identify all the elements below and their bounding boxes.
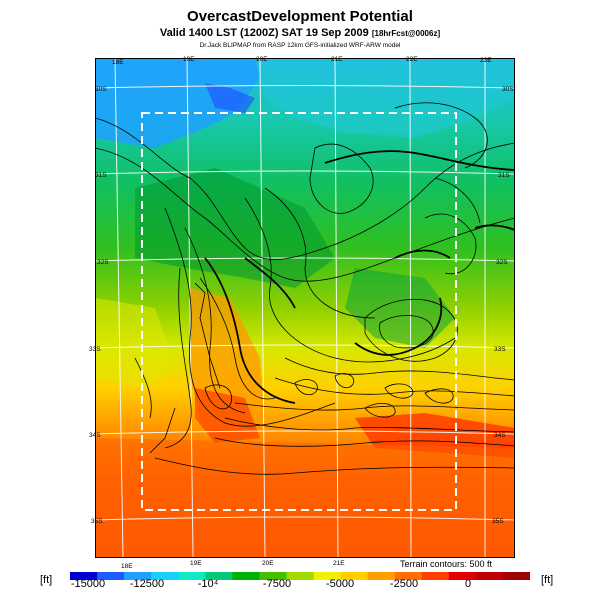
- graticule: [95, 58, 515, 558]
- colorbar-swatch: [394, 572, 423, 580]
- colorbar-label: 0: [464, 578, 472, 590]
- colorbar-swatch: [124, 572, 152, 580]
- colorbar-swatch: [286, 572, 315, 580]
- colorbar-swatch: [70, 572, 98, 580]
- field-yellow-patch: [95, 298, 175, 388]
- colorbar-label: -2500: [389, 578, 419, 590]
- inner-domain-box: [141, 112, 457, 511]
- lat-label-right: 33S: [494, 346, 506, 353]
- colorbar-swatch: [340, 572, 369, 580]
- field-blue-patch: [95, 58, 260, 148]
- colorbar-swatch: [205, 572, 233, 580]
- lon-label-top: 22E: [406, 56, 418, 63]
- lon-label-top: 20E: [256, 56, 268, 63]
- lon-label-bottom: 21E: [333, 560, 345, 567]
- colorbar-swatch: [448, 572, 477, 580]
- colorbar-unit-left: [ft]: [40, 574, 53, 586]
- colorbar-swatch: [367, 572, 396, 580]
- colorbar-swatch: [151, 572, 179, 580]
- lat-label-left: 35S: [91, 518, 103, 525]
- colorbar-swatch: [97, 572, 125, 580]
- lon-label-bottom: 18E: [121, 563, 133, 570]
- map-frame: [95, 58, 515, 558]
- colorbar-swatch: [232, 572, 260, 580]
- field-blue-patch: [205, 83, 255, 113]
- colorbar: [70, 572, 530, 580]
- forecast-note: [18hrFcst@0006z]: [371, 29, 441, 38]
- lat-label-left: 31S: [95, 172, 107, 179]
- field-green-patch: [345, 268, 455, 348]
- lat-label-left: 34S: [89, 432, 101, 439]
- colorbar-unit-right: [ft]: [541, 574, 554, 586]
- lat-label-right: 32S: [496, 259, 508, 266]
- colorbar-label: -7500: [262, 578, 292, 590]
- lat-label-right: 35S: [492, 518, 504, 525]
- lon-label-bottom: 20E: [262, 560, 274, 567]
- lon-label-top: 19E: [183, 56, 195, 63]
- chart-title: OvercastDevelopment Potential: [187, 8, 413, 25]
- lat-label-right: 34S: [494, 432, 506, 439]
- forecast-map: [95, 58, 515, 558]
- lon-label-top: 23E: [480, 57, 492, 64]
- colorbar-label: -12500: [129, 578, 165, 590]
- valid-time: Valid 1400 LST (1200Z) SAT 19 Sep 2009: [159, 27, 369, 39]
- colorbar-label: -15000: [70, 578, 106, 590]
- terrain-contours: [95, 102, 515, 475]
- lon-label-bottom: 19E: [190, 560, 202, 567]
- colorbar-swatch: [178, 572, 206, 580]
- model-credit: Dr.Jack BLIPMAP from RASP 12km GFS-initi…: [199, 42, 401, 49]
- colorbar-swatch: [313, 572, 342, 580]
- terrain-contours-note: Terrain contours: 500 ft: [400, 559, 493, 569]
- colorbar-label: -5000: [325, 578, 355, 590]
- lon-label-top: 21E: [331, 56, 343, 63]
- colorbar-swatch: [259, 572, 287, 580]
- field-red-patch: [95, 438, 515, 558]
- lat-label-right: 31S: [498, 172, 510, 179]
- lat-label-right: 30S: [502, 86, 514, 93]
- lat-label-left: 33S: [89, 346, 101, 353]
- colorbar-swatch: [502, 572, 530, 580]
- colorbar-label: -10⁴: [197, 578, 219, 590]
- lat-label-left: 30S: [95, 86, 107, 93]
- lat-label-left: 32S: [97, 259, 109, 266]
- field-cyan-patch: [255, 58, 515, 138]
- colorbar-swatch: [475, 572, 504, 580]
- lon-label-top: 18E: [112, 59, 124, 66]
- terrain-contours-bold: [204, 150, 515, 404]
- colorbar-swatch: [421, 572, 450, 580]
- chart-subtitle: Valid 1400 LST (1200Z) SAT 19 Sep 2009 […: [0, 27, 600, 39]
